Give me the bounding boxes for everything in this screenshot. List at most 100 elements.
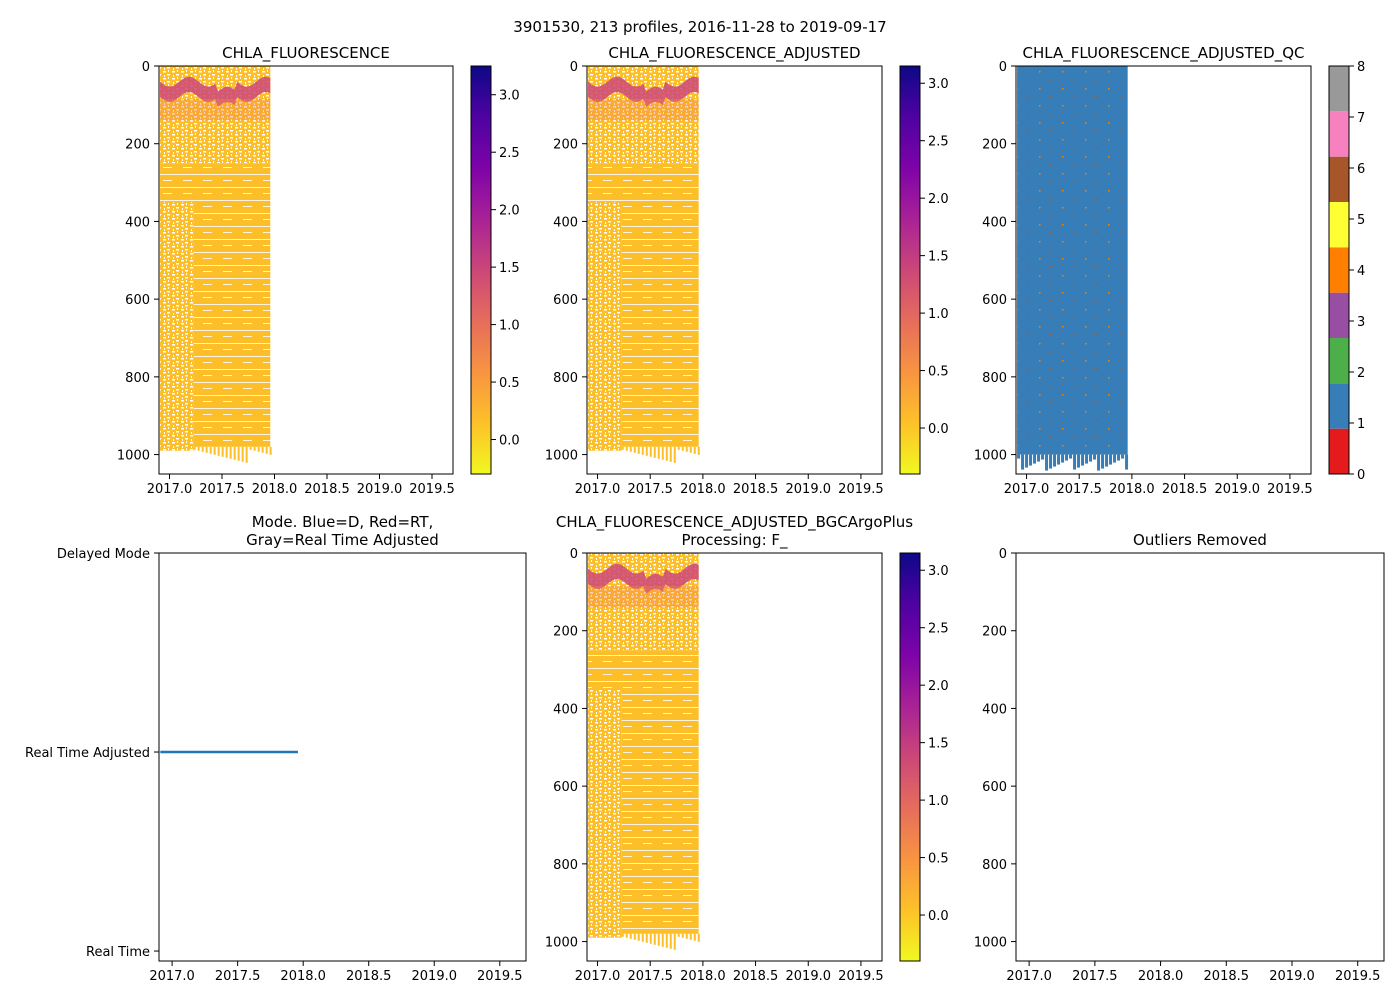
bottom-tick: [629, 446, 632, 452]
colorbar-tick-label: 0: [1357, 468, 1365, 483]
bottom-tick: [625, 446, 628, 451]
early-deep-block: [588, 689, 622, 938]
bottom-tick: [621, 933, 624, 937]
bottom-tick: [257, 446, 260, 452]
late-deep-block: [621, 689, 699, 934]
x-tick-label: 2018.5: [733, 969, 779, 984]
qc-bottom-tick: [1033, 454, 1037, 464]
panel-title: CHLA_FLUORESCENCE_ADJUSTED: [608, 44, 860, 63]
colorbar-class-swatch: [1329, 66, 1349, 112]
qc-bottom-tick: [1105, 454, 1109, 467]
qc-bottom-tick: [1109, 454, 1113, 465]
colorbar-tick-label: 3.0: [499, 89, 520, 104]
bottom-tick: [253, 446, 256, 451]
x-tick-label: 2018.5: [733, 482, 779, 497]
bottom-tick: [669, 446, 672, 462]
qc-bottom-tick: [1053, 454, 1057, 467]
x-tick-label: 2019.5: [838, 482, 884, 497]
x-tick-label: 2018.0: [1138, 969, 1184, 984]
panel-mode: Mode. Blue=D, Red=RT,Gray=Real Time Adju…: [25, 513, 527, 984]
x-tick-label: 2017.0: [1004, 482, 1050, 497]
x-tick-label: 2018.0: [680, 482, 726, 497]
bottom-tick: [205, 446, 208, 453]
bottom-tick: [657, 933, 660, 946]
colorbar-frame: [899, 65, 921, 475]
qc-bottom-tick: [1057, 454, 1061, 465]
y-tick-label: 400: [982, 702, 1007, 717]
bottom-tick: [677, 446, 680, 450]
y-tick-label: 0: [570, 60, 578, 75]
bottom-tick: [633, 446, 636, 453]
qc-field: [1017, 66, 1128, 455]
colorbar-gradient: [900, 553, 920, 961]
qc-bottom-tick: [1077, 454, 1081, 468]
panel-title: Mode. Blue=D, Red=RT,: [252, 513, 434, 531]
bottom-tick: [249, 446, 252, 450]
x-tick-label: 2018.5: [346, 969, 392, 984]
surface-layer: [588, 553, 699, 651]
bottom-tick: [629, 933, 632, 939]
figure-suptitle: 3901530, 213 profiles, 2016-11-28 to 201…: [513, 18, 886, 36]
y-tick-label: 200: [982, 625, 1007, 640]
x-tick-label: 2017.0: [575, 482, 621, 497]
x-tick-label: 2017.5: [215, 969, 261, 984]
bottom-tick: [637, 446, 640, 454]
qc-bottom-tick: [1069, 454, 1073, 459]
bottom-tick: [641, 446, 644, 455]
bottom-tick: [245, 446, 248, 463]
x-tick-label: 2017.0: [575, 969, 621, 984]
panel-title: CHLA_FLUORESCENCE_ADJUSTED_QC: [1023, 44, 1305, 63]
qc-bottom-tick: [1117, 454, 1121, 461]
y-tick-label: 0: [999, 547, 1007, 562]
bottom-tick: [265, 446, 268, 454]
bottom-tick: [653, 933, 656, 945]
mid-layer: [160, 163, 271, 202]
y-tick-label: 800: [982, 371, 1007, 386]
y-tick-label: 1000: [545, 449, 578, 464]
bottom-tick: [645, 446, 648, 456]
y-tick-label: 400: [553, 215, 578, 230]
qc-bottom-tick: [1029, 454, 1033, 466]
x-tick-label: 2018.0: [252, 482, 298, 497]
axes-frame: [158, 552, 527, 962]
colorbar-tick-label: 3.0: [928, 564, 949, 579]
bottom-tick: [693, 446, 696, 454]
qc-bottom-tick: [1061, 454, 1065, 463]
y-tick-label: 200: [553, 138, 578, 153]
colorbar-tick-label: 7: [1357, 111, 1365, 126]
x-tick-label: 2019.0: [786, 969, 832, 984]
subsurface-gradient: [588, 586, 699, 608]
panel-chla-fluorescence: CHLA_FLUORESCENCE 2017.0 2017.5 2018.0 2018.…: [117, 44, 520, 497]
colorbar-tick-label: 1.5: [499, 261, 520, 276]
colorbar-class-swatch: [1329, 338, 1349, 384]
axes-frame: [158, 65, 454, 475]
bottom-tick: [689, 933, 692, 940]
bottom-tick: [689, 446, 692, 453]
qc-bottom-tick: [1021, 454, 1025, 470]
colorbar-tick-label: 2.0: [928, 192, 949, 207]
qc-bottom-tick: [1089, 454, 1093, 462]
x-tick-label: 2017.5: [1056, 482, 1102, 497]
qc-bottom-tick: [1101, 454, 1105, 469]
colorbar-class-swatch: [1329, 111, 1349, 157]
x-tick-label: 2019.0: [357, 482, 403, 497]
y-tick-label: 400: [982, 215, 1007, 230]
chlorophyll-max-band: [160, 76, 271, 107]
colorbar-frame: [470, 65, 492, 475]
bottom-tick: [209, 446, 212, 454]
qc-bottom-tick: [1081, 454, 1085, 466]
bottom-tick: [653, 446, 656, 458]
y-tick-label: 400: [125, 215, 150, 230]
colorbar-tick-label: 0.0: [499, 434, 520, 449]
y-tick-label: 600: [125, 293, 150, 308]
x-tick-label: 2019.5: [477, 969, 523, 984]
y-tick-label: 1000: [974, 449, 1007, 464]
y-tick-label: Delayed Mode: [57, 547, 150, 562]
colorbar-tick-label: 1: [1357, 417, 1365, 432]
colorbar-class-swatch: [1329, 428, 1349, 474]
qc-bottom-tick: [1025, 454, 1029, 468]
qc-bottom-tick: [1097, 454, 1101, 471]
surface-layer: [588, 66, 699, 164]
axes-frame: [1015, 552, 1385, 962]
colorbar-gradient: [900, 66, 920, 474]
